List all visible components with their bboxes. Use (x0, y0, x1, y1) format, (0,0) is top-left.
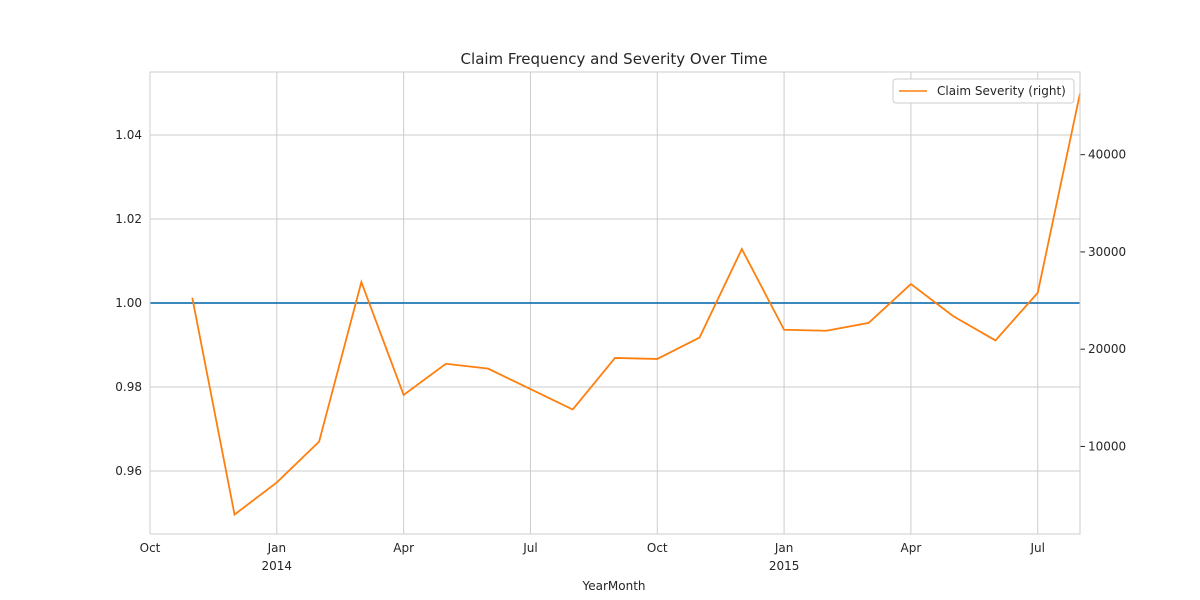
x-tick-label: Oct (140, 541, 161, 555)
x-tick-year-label: 2015 (769, 559, 800, 573)
y-right-tick-label: 20000 (1088, 342, 1126, 356)
x-tick-label: Apr (393, 541, 414, 555)
y-left-tick-label: 1.00 (115, 296, 142, 310)
x-tick-label: Apr (901, 541, 922, 555)
plot-frame (149, 71, 1081, 535)
x-axis-label: YearMonth (581, 579, 645, 593)
y-right-tick-label: 40000 (1088, 148, 1126, 162)
x-tick-label: Jul (522, 541, 537, 555)
y-left-tick-label: 0.98 (115, 380, 142, 394)
chart-title: Claim Frequency and Severity Over Time (461, 50, 768, 68)
legend: Claim Severity (right) (892, 78, 1075, 104)
y-left-tick-label: 0.96 (115, 464, 142, 478)
legend-box (892, 78, 1075, 104)
x-tick-label: Jan (774, 541, 794, 555)
y-left-tick-label: 1.02 (115, 212, 142, 226)
x-tick-label: Jan (267, 541, 287, 555)
x-tick-label: Oct (647, 541, 668, 555)
y-right-tick-label: 10000 (1088, 439, 1126, 453)
plot-lines (150, 93, 1081, 517)
legend-label: Claim Severity (right) (937, 84, 1066, 98)
x-tick-label: Jul (1029, 541, 1044, 555)
series-line-1 (191, 93, 1081, 517)
y-right-tick-label: 30000 (1088, 245, 1126, 259)
axes: Oct Jan 2014 Apr Jul Oct Jan 2015 Apr Jul 0.96 0.98… (115, 71, 1126, 573)
x-tick-year-label: 2014 (262, 559, 293, 573)
y-left-tick-label: 1.04 (115, 128, 142, 142)
